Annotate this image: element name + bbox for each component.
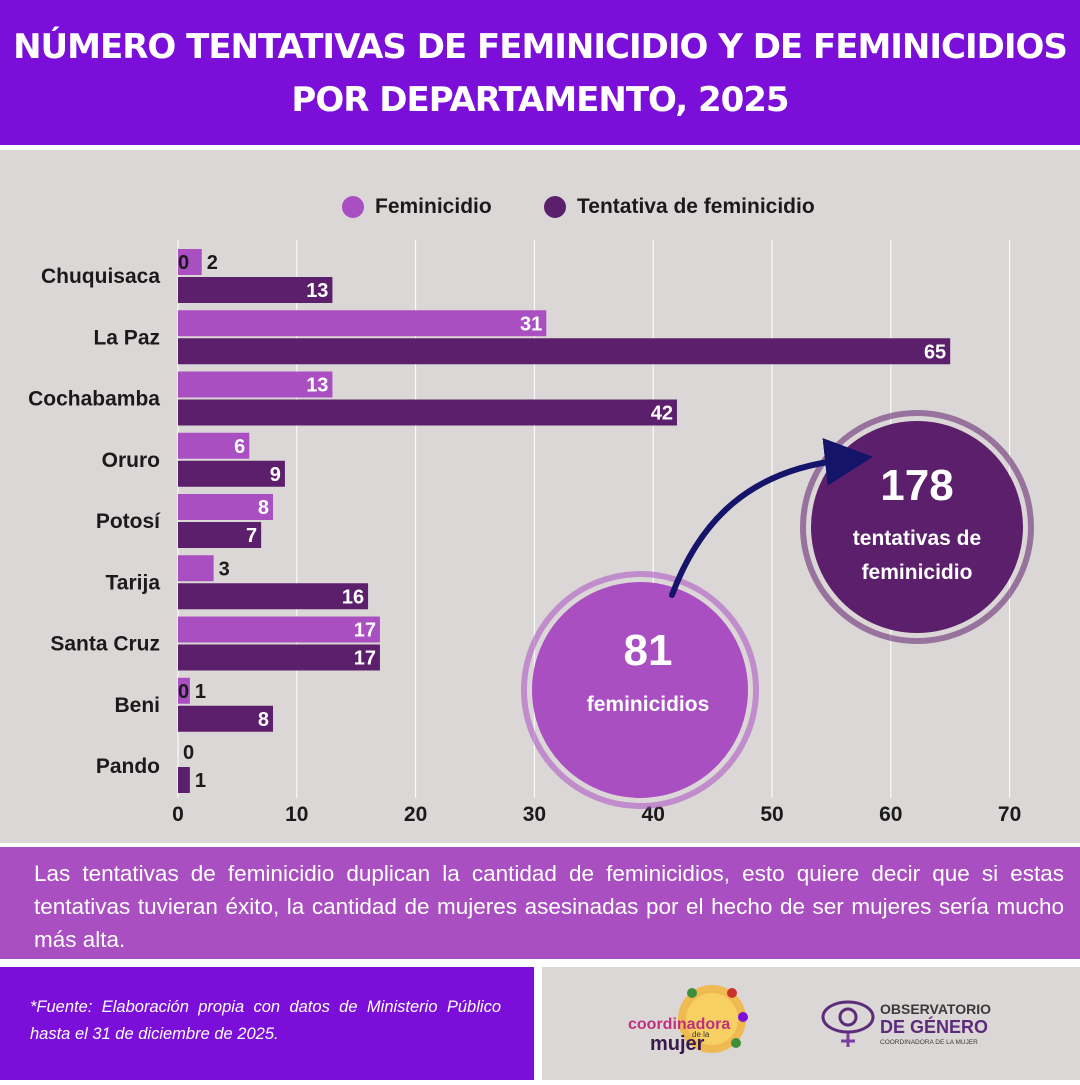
figure-red [727,988,737,998]
bar-tentativa-beni [178,705,274,732]
chart-title-line1: NÚMERO TENTATIVAS DE FEMINICIDIO Y DE FE… [13,27,1068,67]
data-label: 1 [195,770,206,792]
x-tick-label: 10 [285,803,308,826]
bar-tentativa-tarija [178,583,369,610]
callout-tentativas-label-line2: feminicidio [862,561,973,584]
legend-tentativa-swatch [544,196,566,218]
arrow-icon [669,438,873,598]
zero-label: 0 [178,681,189,703]
bar-feminicidio-oruro [178,432,250,459]
figure-green-2 [731,1038,741,1048]
bar-tentativa-potosi [178,522,262,548]
circle-feminicidios [532,582,748,798]
x-tick-label: 70 [998,803,1021,826]
data-label: 1 [195,681,206,703]
bar-feminicidio-tarija [178,555,214,582]
legend-tentativa-label: Tentativa de feminicidio [577,195,815,218]
eye-pupil-icon [838,1007,858,1027]
data-label: 42 [651,403,673,425]
data-label: 0 [183,742,194,764]
x-tick-label: 50 [760,803,783,826]
figure-green [687,988,697,998]
category-label: Beni [114,694,160,717]
data-label: 2 [207,252,218,274]
sun-emblem-inner [686,993,738,1045]
category-label: Santa Cruz [50,633,160,656]
bar-feminicidio-beni [178,677,190,704]
category-label: Pando [96,755,160,778]
logo-mujer-text: mujer [650,1033,705,1055]
logo-degenero-text: DE GÉNERO [880,1016,988,1037]
data-label: 16 [342,586,364,608]
bar-tentativa-pando [178,767,190,793]
source-box [0,967,534,1080]
category-label: Tarija [106,571,161,594]
bar-feminicidio-la-paz [178,310,547,337]
data-label: 3 [219,558,230,580]
data-label: 8 [258,709,269,731]
legend-feminicidio: Feminicidio [342,193,492,221]
circle-tentativas-rim [800,410,1034,644]
callout-feminicidios-number: 81 [624,626,673,675]
category-label: Chuquisaca [41,265,160,288]
legend-feminicidio-swatch [342,196,364,218]
x-tick-label: 60 [879,803,902,826]
bar-tentativa-chuquisaca [178,277,333,303]
x-tick-label: 20 [404,803,427,826]
logos-svg: coordinadora de la mujer OBSERVATORIO DE… [628,985,991,1055]
bar-tentativa-oruro [178,460,285,487]
logo-observatorio-text: OBSERVATORIO [880,1001,991,1017]
category-label: Oruro [102,449,160,472]
figure-purple [738,1012,748,1022]
data-label: 6 [234,436,245,458]
x-tick-label: 0 [172,803,184,826]
chart-title-line2: POR DEPARTAMENTO, 2025 [291,80,789,120]
data-label: 17 [354,648,376,670]
circle-feminicidios-rim [521,571,759,809]
logo-dela-text: de la [692,1030,710,1039]
data-label: 8 [258,497,269,519]
data-label: 17 [354,620,376,642]
bar-tentativa-la-paz [178,338,951,365]
summary-text: Las tentativas de feminicidio duplican l… [34,861,1064,952]
logos-area: coordinadora de la mujer OBSERVATORIO DE… [542,967,1080,1080]
logo-coordinadora-small-text: COORDINADORA DE LA MUJER [880,1039,978,1046]
eye-icon [821,1000,875,1034]
callout-feminicidios-label: feminicidios [587,693,710,716]
header-banner: NÚMERO TENTATIVAS DE FEMINICIDIO Y DE FE… [0,0,1080,145]
zero-label: 0 [178,252,189,274]
source-note: *Fuente: Elaboración propia con datos de… [30,998,501,1043]
callout-tentativas-label-line1: tentativas de [853,527,981,550]
logo-coordinadora-text: coordinadora [628,1016,730,1033]
observatorio-logo: OBSERVATORIO DE GÉNERO COORDINADORA DE L… [821,1000,991,1047]
category-label: Potosí [96,510,161,533]
legend-feminicidio-label: Feminicidio [375,195,492,218]
data-label: 31 [520,313,542,335]
data-label: 7 [246,525,257,547]
summary-band [0,847,1080,959]
data-label: 65 [924,341,946,363]
bar-feminicidio-potosi [178,494,274,520]
callout-tentativas-number: 178 [880,461,953,510]
data-label: 13 [306,280,328,302]
bar-tentativa-santa-cruz [178,644,380,671]
legend-tentativa: Tentativa de feminicidio [544,193,815,221]
category-label: Cochabamba [28,388,160,411]
coordinadora-logo: coordinadora de la mujer [628,985,748,1055]
x-tick-label: 30 [523,803,546,826]
bar-tentativa-cochabamba [178,399,677,426]
category-label: La Paz [93,326,160,349]
bar-feminicidio-chuquisaca [178,249,202,275]
data-label: 9 [270,464,281,486]
bar-feminicidio-santa-cruz [178,616,380,643]
bar-feminicidio-cochabamba [178,371,333,398]
data-label: 13 [306,375,328,397]
